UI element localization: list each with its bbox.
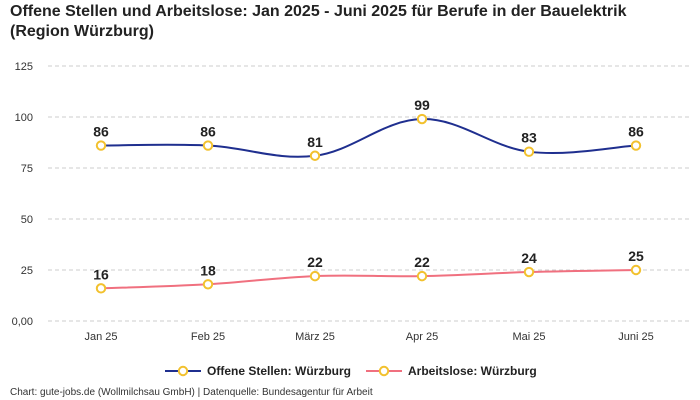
data-labels: 86 86 81 99 83 86 16 18 22 22 24 25 — [93, 97, 644, 282]
data-point[interactable] — [523, 266, 535, 278]
x-axis-ticks: Jan 25 Feb 25 März 25 Apr 25 Mai 25 Juni 25 — [84, 331, 653, 343]
y-tick-label: 0,00 — [12, 316, 33, 328]
data-label: 81 — [307, 134, 323, 150]
data-point[interactable] — [95, 283, 107, 294]
x-tick-label: Mai 25 — [512, 331, 545, 343]
data-label: 22 — [307, 254, 323, 270]
legend-marker — [378, 365, 390, 377]
data-point[interactable] — [309, 270, 321, 282]
data-point[interactable] — [416, 113, 428, 125]
chart-title: Offene Stellen und Arbeitslose: Jan 2025… — [10, 3, 627, 40]
data-label: 18 — [200, 262, 216, 278]
x-tick-label: Feb 25 — [191, 331, 225, 343]
data-point[interactable] — [202, 279, 214, 290]
x-tick-label: Jan 25 — [84, 331, 117, 343]
y-tick-label: 100 — [15, 112, 33, 124]
data-point[interactable] — [523, 146, 535, 157]
data-point[interactable] — [630, 264, 642, 276]
legend-item-0[interactable]: Offene Stellen: Würzburg — [165, 364, 351, 378]
data-label: 25 — [628, 248, 644, 264]
legend-marker — [177, 365, 189, 377]
y-tick-label: 50 — [21, 214, 33, 226]
data-label: 86 — [93, 124, 109, 140]
y-tick-label: 25 — [21, 265, 33, 277]
data-label: 22 — [414, 254, 430, 270]
x-tick-label: Apr 25 — [406, 331, 438, 343]
data-label: 83 — [521, 130, 537, 146]
grid — [48, 65, 690, 322]
data-label: 86 — [628, 124, 644, 140]
data-point[interactable] — [416, 270, 428, 282]
data-point[interactable] — [309, 150, 321, 161]
y-tick-label: 125 — [15, 61, 33, 73]
y-axis-ticks: 0,00 25 50 75 100 125 — [12, 61, 33, 328]
footer-source: Chart: gute-jobs.de (Wollmilchsau GmbH) … — [10, 387, 373, 398]
series-layer — [95, 113, 642, 294]
data-point[interactable] — [95, 140, 107, 151]
legend[interactable]: Offene Stellen: Würzburg Arbeitslose: Wür… — [165, 364, 537, 378]
legend-item-1[interactable]: Arbeitslose: Würzburg — [366, 364, 537, 378]
legend-label: Arbeitslose: Würzburg — [408, 364, 537, 378]
data-label: 24 — [521, 250, 537, 266]
x-tick-label: Juni 25 — [618, 331, 653, 343]
data-label: 16 — [93, 266, 109, 282]
series-line-1 — [100, 269, 637, 290]
x-tick-label: März 25 — [295, 331, 335, 343]
legend-label: Offene Stellen: Würzburg — [207, 364, 351, 378]
series-line-0 — [100, 118, 637, 158]
data-point[interactable] — [630, 140, 642, 151]
data-point[interactable] — [202, 140, 214, 151]
data-label: 99 — [414, 97, 430, 113]
y-tick-label: 75 — [21, 163, 33, 175]
data-label: 86 — [200, 124, 216, 140]
